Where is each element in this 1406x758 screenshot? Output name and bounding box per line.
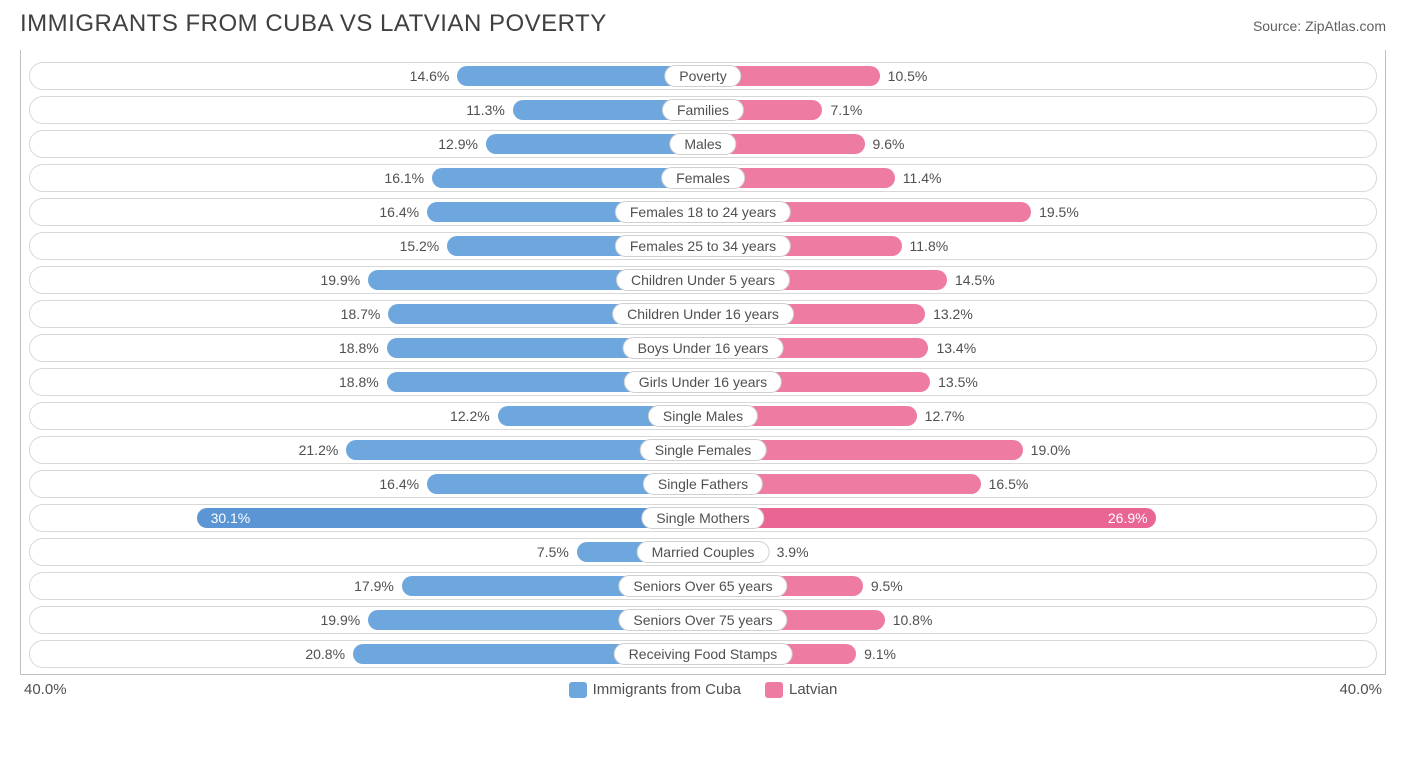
category-label: Females 18 to 24 years	[615, 201, 791, 223]
chart-row: 30.1% 26.9% Single Mothers	[29, 504, 1377, 532]
category-label: Single Mothers	[641, 507, 764, 529]
category-label: Single Females	[640, 439, 767, 461]
chart-header: IMMIGRANTS FROM CUBA VS LATVIAN POVERTY …	[20, 10, 1386, 38]
value-left: 11.3%	[458, 97, 513, 123]
category-label: Children Under 16 years	[612, 303, 794, 325]
chart-row: 14.6% 10.5% Poverty	[29, 62, 1377, 90]
chart-row: 7.5% 3.9%Married Couples	[29, 538, 1377, 566]
chart-row: 18.8% 13.4% Boys Under 16 years	[29, 334, 1377, 362]
legend: Immigrants from Cuba Latvian	[569, 681, 838, 698]
chart-row: 20.8% 9.1% Receiving Food Stamps	[29, 640, 1377, 668]
chart-row: 19.9% 14.5% Children Under 5 years	[29, 266, 1377, 294]
bar-left	[197, 508, 703, 528]
chart-row: 17.9% 9.5% Seniors Over 65 years	[29, 572, 1377, 600]
category-label: Females 25 to 34 years	[615, 235, 791, 257]
value-right: 10.8%	[885, 607, 941, 633]
category-label: Single Males	[648, 405, 758, 427]
value-right: 11.4%	[895, 165, 950, 191]
value-left: 16.1%	[376, 165, 432, 191]
legend-label-left: Immigrants from Cuba	[593, 681, 741, 698]
chart-title: IMMIGRANTS FROM CUBA VS LATVIAN POVERTY	[20, 10, 607, 38]
chart-row: 11.3% 7.1% Families	[29, 96, 1377, 124]
value-right: 19.0%	[1023, 437, 1079, 463]
value-left: 18.8%	[331, 369, 387, 395]
axis-right-max: 40.0%	[1339, 681, 1382, 698]
source-name[interactable]: ZipAtlas.com	[1305, 18, 1386, 34]
value-right: 16.5%	[981, 471, 1037, 497]
value-right: 13.4%	[928, 335, 984, 361]
diverging-bar-chart: 14.6% 10.5% Poverty 11.3% 7.1% Families 12.9% 9…	[20, 50, 1386, 675]
category-label: Children Under 5 years	[616, 269, 790, 291]
value-left: 7.5%	[529, 539, 577, 565]
value-left: 16.4%	[371, 471, 427, 497]
value-left: 17.9%	[346, 573, 402, 599]
chart-row: 16.4% 16.5% Single Fathers	[29, 470, 1377, 498]
value-right: 9.5%	[863, 573, 911, 599]
value-left: 12.2%	[442, 403, 498, 429]
value-left: 15.2%	[392, 233, 448, 259]
category-label: Poverty	[664, 65, 741, 87]
legend-label-right: Latvian	[789, 681, 837, 698]
chart-row: 16.1% 11.4% Females	[29, 164, 1377, 192]
value-right: 11.8%	[902, 233, 957, 259]
category-label: Married Couples	[637, 541, 770, 563]
category-label: Females	[661, 167, 745, 189]
value-right: 13.5%	[930, 369, 986, 395]
value-left: 19.9%	[312, 267, 368, 293]
value-left: 16.4%	[371, 199, 427, 225]
chart-row: 16.4% 19.5% Females 18 to 24 years	[29, 198, 1377, 226]
axis-left-max: 40.0%	[24, 681, 67, 698]
legend-swatch-left	[569, 682, 587, 698]
chart-source: Source: ZipAtlas.com	[1253, 18, 1386, 34]
legend-swatch-right	[765, 682, 783, 698]
value-left: 21.2%	[291, 437, 347, 463]
category-label: Boys Under 16 years	[623, 337, 784, 359]
value-right: 13.2%	[925, 301, 981, 327]
chart-row: 12.9% 9.6% Males	[29, 130, 1377, 158]
category-label: Single Fathers	[643, 473, 763, 495]
value-left: 18.7%	[333, 301, 389, 327]
chart-row: 12.2% 12.7% Single Males	[29, 402, 1377, 430]
value-right: 26.9%	[1100, 505, 1156, 531]
value-left: 14.6%	[402, 63, 458, 89]
value-right: 9.1%	[856, 641, 904, 667]
value-left: 18.8%	[331, 335, 387, 361]
category-label: Seniors Over 65 years	[618, 575, 787, 597]
value-left: 20.8%	[297, 641, 353, 667]
category-label: Seniors Over 75 years	[618, 609, 787, 631]
value-right: 12.7%	[917, 403, 973, 429]
value-right: 3.9%	[769, 539, 817, 565]
value-right: 19.5%	[1031, 199, 1087, 225]
bar-right	[703, 508, 1156, 528]
value-left: 19.9%	[312, 607, 368, 633]
source-label: Source:	[1253, 18, 1301, 34]
value-right: 10.5%	[880, 63, 936, 89]
chart-row: 18.8% 13.5% Girls Under 16 years	[29, 368, 1377, 396]
category-label: Receiving Food Stamps	[614, 643, 793, 665]
value-left: 30.1%	[197, 505, 259, 531]
legend-item-left: Immigrants from Cuba	[569, 681, 741, 698]
legend-item-right: Latvian	[765, 681, 837, 698]
value-right: 9.6%	[865, 131, 913, 157]
chart-row: 15.2% 11.8% Females 25 to 34 years	[29, 232, 1377, 260]
value-right: 7.1%	[822, 97, 870, 123]
chart-row: 21.2% 19.0% Single Females	[29, 436, 1377, 464]
chart-row: 18.7% 13.2% Children Under 16 years	[29, 300, 1377, 328]
value-left: 12.9%	[430, 131, 486, 157]
category-label: Girls Under 16 years	[624, 371, 782, 393]
chart-footer: 40.0% Immigrants from Cuba Latvian 40.0%	[20, 675, 1386, 698]
category-label: Families	[662, 99, 744, 121]
value-right: 14.5%	[947, 267, 1003, 293]
chart-row: 19.9% 10.8% Seniors Over 75 years	[29, 606, 1377, 634]
category-label: Males	[669, 133, 736, 155]
